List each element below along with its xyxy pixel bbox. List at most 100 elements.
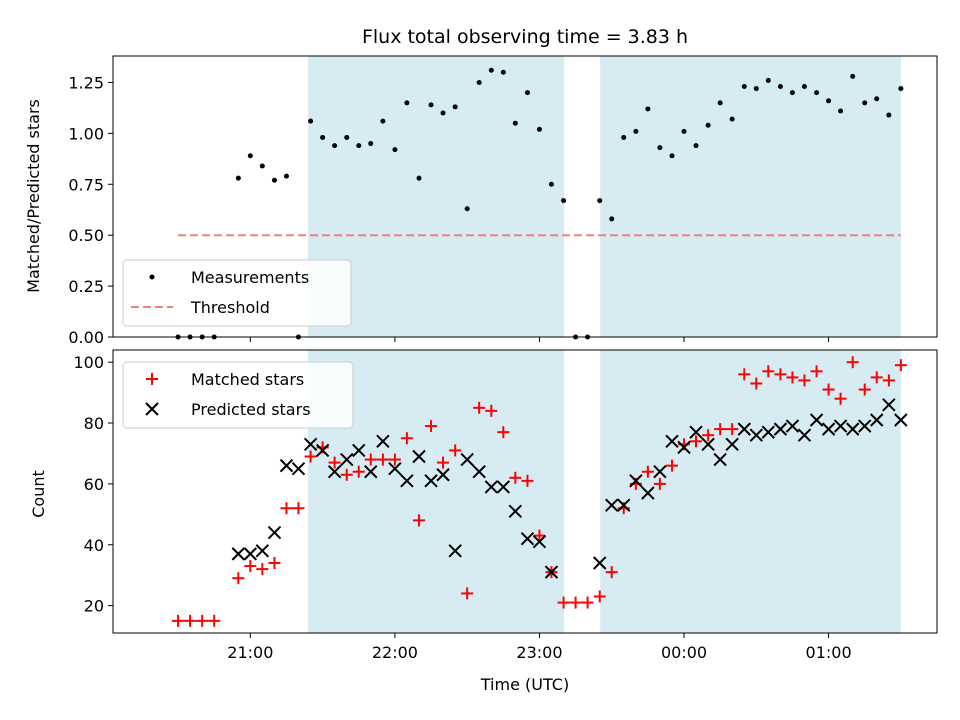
predicted-star-point <box>364 465 378 479</box>
measurement-point <box>440 110 446 116</box>
measurement-point <box>416 175 422 181</box>
predicted-star-point <box>870 413 884 427</box>
matched-star-point <box>461 587 474 600</box>
x-tick-label: 22:00 <box>372 643 418 662</box>
measurement-point <box>874 96 880 102</box>
matched-star-point <box>569 596 582 609</box>
matched-star-point <box>641 465 654 478</box>
top-x-ticks <box>249 337 830 342</box>
matched-star-point <box>786 371 799 384</box>
predicted-star-point <box>340 452 354 467</box>
predicted-star-point <box>605 498 619 512</box>
measurement-point <box>344 134 350 140</box>
measurement-point <box>753 86 759 92</box>
measurement-point <box>693 143 699 149</box>
measurement-point <box>681 128 687 134</box>
predicted-star-point <box>279 458 294 473</box>
matched-star-point <box>413 514 426 527</box>
matched-star-point <box>304 450 317 463</box>
bottom-y-axis-label: Count <box>29 470 48 518</box>
measurement-point <box>609 216 615 222</box>
measurement-point <box>332 143 338 149</box>
predicted-star-point <box>737 422 752 436</box>
measurement-point <box>850 73 856 79</box>
matched-star-point <box>400 432 413 445</box>
measurement-point <box>380 118 386 124</box>
matched-star-point <box>292 502 305 515</box>
predicted-star-point <box>846 422 860 436</box>
measurement-point <box>777 84 783 90</box>
y-tick-label: 0.50 <box>68 226 104 245</box>
measurement-point <box>826 98 832 104</box>
predicted-star-point <box>858 419 872 433</box>
y-tick-label: 40 <box>84 536 104 555</box>
matched-star-point <box>196 614 209 627</box>
top-plot-frame <box>112 55 938 338</box>
bottom-legend-box <box>122 361 354 429</box>
predicted-star-point <box>508 504 523 518</box>
predicted-star-point <box>701 437 715 452</box>
y-tick-label: 60 <box>84 475 104 494</box>
matched-star-point <box>690 435 703 448</box>
measurement-point <box>621 134 627 140</box>
matched-star-point <box>858 383 871 396</box>
measurement-point <box>392 147 398 153</box>
measurement-point <box>259 163 265 169</box>
measurement-point <box>548 181 554 187</box>
y-tick-label: 100 <box>73 353 104 372</box>
top-legend: Measurements Threshold <box>122 259 352 327</box>
predicted-star-point <box>352 443 366 458</box>
matched-star-point <box>774 368 787 381</box>
measurements-legend-label: Measurements <box>191 268 309 287</box>
measurement-point <box>717 100 723 106</box>
predicted-star-point <box>665 434 679 448</box>
matched-star-point <box>388 453 401 466</box>
measurement-point <box>476 79 482 85</box>
x-tick-label: 01:00 <box>806 643 852 662</box>
x-tick-label: 00:00 <box>661 643 707 662</box>
matched-star-point <box>497 426 510 439</box>
bottom-shaded-regions <box>308 350 901 633</box>
predicted-star-point <box>424 474 438 488</box>
measurement-point <box>536 126 542 132</box>
matched-star-point <box>256 563 269 576</box>
measurement-point <box>862 100 868 106</box>
predicted-star-point <box>448 544 462 558</box>
predicted-star-point <box>255 544 270 558</box>
matched-star-point <box>376 453 389 466</box>
matched-star-point <box>184 614 197 627</box>
x-tick-label: 21:00 <box>227 643 273 662</box>
measurement-point <box>561 198 567 204</box>
matched-star-point <box>557 596 570 609</box>
measurements-series <box>175 67 904 340</box>
bottom-x-axis: 21:00 22:00 23:00 00:00 01:00 <box>227 633 852 662</box>
predicted-star-point <box>797 428 812 442</box>
y-tick-label: 1.25 <box>68 73 104 92</box>
predicted-star-point <box>713 452 727 467</box>
predicted-star-point <box>436 468 450 482</box>
top-shaded-regions <box>308 56 901 337</box>
measurement-point <box>705 122 711 128</box>
measurement-point <box>838 108 844 114</box>
predicted-star-point <box>882 398 896 412</box>
predicted-legend-marker <box>145 402 159 416</box>
matched-star-point <box>244 560 257 573</box>
matched-star-point <box>340 468 353 481</box>
top-panel: 0.00 0.25 0.50 0.75 1.00 1.25 Matched/Predict… <box>24 55 938 347</box>
bottom-y-axis: 20 40 60 80 100 <box>73 353 113 616</box>
measurement-point <box>428 102 434 108</box>
top-y-axis-label: Matched/Predicted stars <box>24 99 43 293</box>
matched-legend-label: Matched stars <box>191 370 304 389</box>
predicted-star-point <box>231 547 246 561</box>
matched-star-point <box>666 459 679 472</box>
top-y-axis: 0.00 0.25 0.50 0.75 1.00 1.25 <box>68 73 113 347</box>
matched-star-point <box>738 368 751 381</box>
predicted-star-point <box>617 498 631 512</box>
matched-star-point <box>172 614 185 627</box>
y-tick-label: 0.25 <box>68 277 104 296</box>
predicted-star-point <box>400 474 414 488</box>
bottom-legend: Matched stars Predicted stars <box>122 361 354 429</box>
measurement-point <box>308 118 314 124</box>
predicted-star-point <box>725 437 739 452</box>
